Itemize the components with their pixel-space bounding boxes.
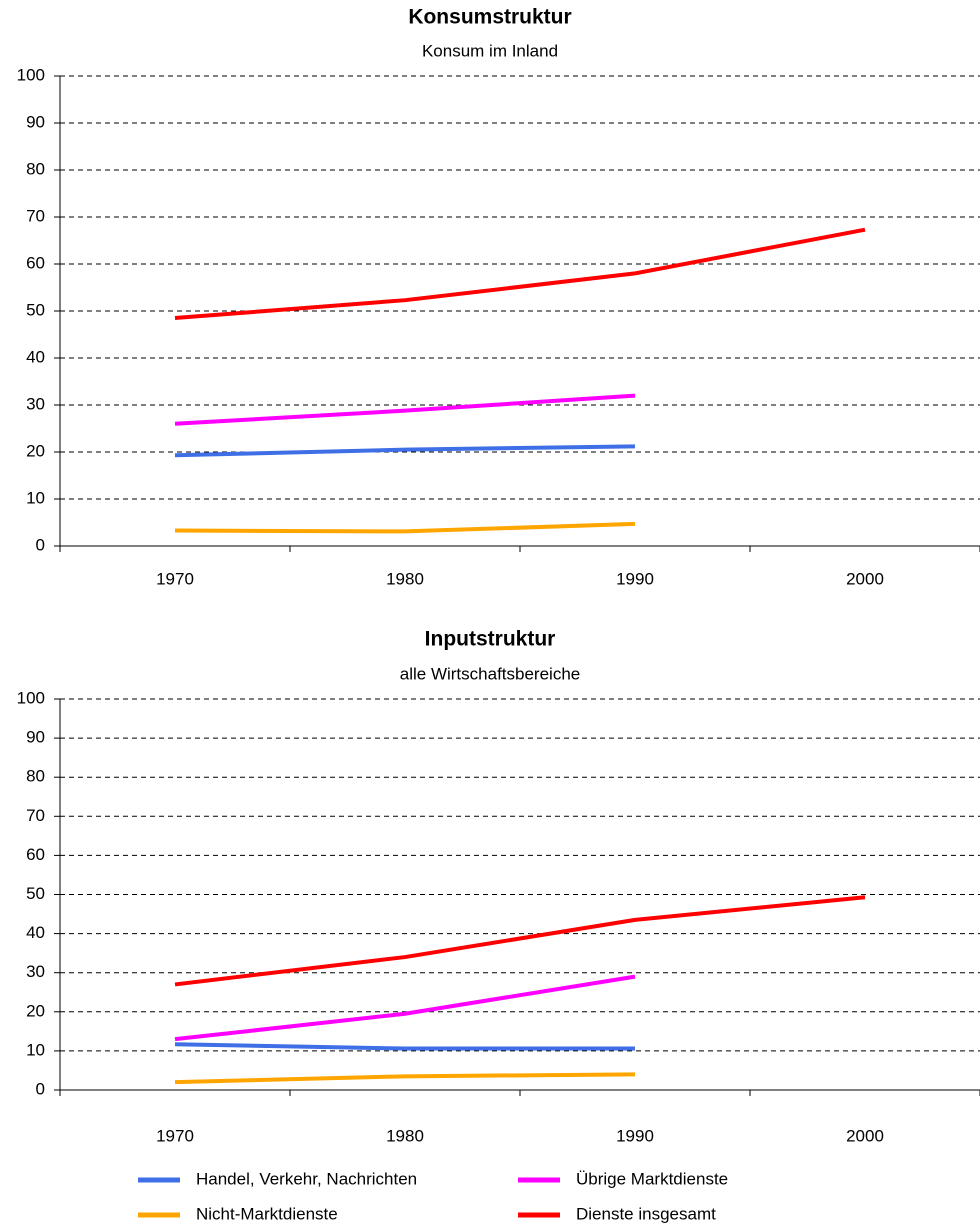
x-tick-label: 1990: [616, 1126, 654, 1145]
series-line: [174, 895, 866, 987]
y-tick-label: 30: [26, 394, 45, 413]
x-tick-label: 1980: [386, 1126, 424, 1145]
y-tick-label: 10: [26, 488, 45, 507]
legend-label: Übrige Marktdienste: [576, 1169, 728, 1188]
x-tick-label: 1980: [386, 569, 424, 588]
legend-label: Nicht-Marktdienste: [196, 1204, 338, 1223]
legend-label: Handel, Verkehr, Nachrichten: [196, 1169, 417, 1188]
series-line: [174, 1042, 635, 1051]
series-line: [174, 227, 866, 321]
y-tick-label: 50: [26, 884, 45, 903]
y-tick-label: 40: [26, 923, 45, 942]
legend-label: Dienste insgesamt: [576, 1204, 716, 1223]
y-tick-label: 10: [26, 1040, 45, 1059]
x-tick-label: 2000: [846, 1126, 884, 1145]
chart-subtitle: alle Wirtschaftsbereiche: [400, 664, 580, 683]
chart-title: Inputstruktur: [425, 628, 556, 651]
y-tick-label: 50: [26, 300, 45, 319]
y-tick-label: 80: [26, 767, 45, 786]
x-tick-label: 1970: [156, 569, 194, 588]
chart-title: Konsumstruktur: [408, 6, 571, 29]
y-tick-label: 40: [26, 347, 45, 366]
x-tick-label: 1970: [156, 1126, 194, 1145]
series-line: [174, 1072, 636, 1085]
x-tick-label: 1990: [616, 569, 654, 588]
y-tick-label: 20: [26, 1001, 45, 1020]
y-tick-label: 0: [36, 1079, 45, 1098]
y-tick-label: 100: [17, 65, 45, 84]
y-tick-label: 30: [26, 962, 45, 981]
x-tick-label: 2000: [846, 569, 884, 588]
y-tick-label: 70: [26, 806, 45, 825]
y-tick-label: 60: [26, 253, 45, 272]
y-tick-label: 20: [26, 441, 45, 460]
series-line: [174, 974, 636, 1042]
y-tick-label: 80: [26, 159, 45, 178]
series-line: [174, 393, 636, 426]
y-tick-label: 70: [26, 206, 45, 225]
y-tick-label: 90: [26, 728, 45, 747]
y-tick-label: 0: [36, 535, 45, 554]
y-tick-label: 60: [26, 845, 45, 864]
series-line: [174, 444, 636, 458]
y-tick-label: 90: [26, 112, 45, 131]
chart-subtitle: Konsum im Inland: [422, 41, 558, 60]
series-line: [174, 521, 636, 534]
y-tick-label: 100: [17, 688, 45, 707]
